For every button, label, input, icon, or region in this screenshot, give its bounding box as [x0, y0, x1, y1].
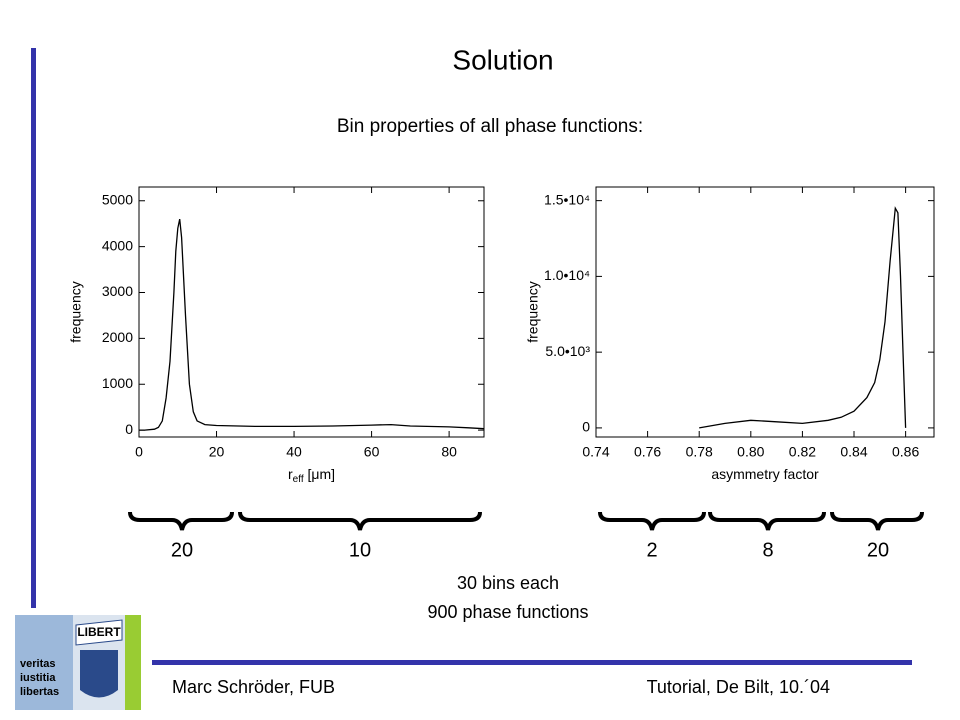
note: 30 bins each — [457, 573, 559, 593]
slide-subtitle: Bin properties of all phase functions: — [337, 116, 643, 137]
y-tick-label: 0 — [582, 419, 590, 435]
y-tick-label: 3000 — [102, 283, 133, 299]
note: 900 phase functions — [427, 602, 588, 622]
brace — [598, 511, 706, 531]
y-tick-label: 5.0•10³ — [545, 343, 590, 359]
brace — [830, 511, 924, 531]
logo-banner-text: LIBERT — [77, 625, 121, 639]
y-tick-label: 5000 — [102, 191, 133, 207]
x-axis-label: reff [μm] — [288, 466, 335, 485]
data-line — [139, 218, 485, 431]
logo: LIBERT veritas iustitia libertas — [15, 615, 141, 710]
chart: 0 20 40 60 80 0 1000 2000 3000 4000 5000 frequency r… — [68, 186, 485, 485]
logo-shield — [80, 650, 118, 698]
x-axis-label-part: asymmetry factor — [711, 466, 819, 482]
side-bar — [31, 48, 36, 608]
x-axis-label-part: eff — [293, 474, 304, 485]
y-tick-label: 1000 — [102, 375, 133, 391]
plot-frame — [595, 186, 935, 438]
brace-label: 20 — [171, 539, 193, 561]
brace-label: 10 — [349, 539, 371, 561]
logo-motto: iustitia — [20, 672, 56, 684]
brace-label: 2 — [646, 539, 657, 561]
logo-motto: veritas — [20, 658, 55, 670]
footer-left: Marc Schröder, FUB — [172, 677, 335, 697]
x-tick-label: 0.74 — [582, 444, 609, 460]
brace-label: 8 — [762, 539, 773, 561]
x-tick-label: 0.82 — [789, 444, 816, 460]
y-axis-label: frequency — [525, 281, 541, 342]
chart: 0.74 0.76 0.78 0.80 0.82 0.84 0.86 0 5.0•10³ 1.0•… — [525, 186, 935, 482]
plot-frame — [138, 186, 485, 438]
slide-title: Solution — [452, 44, 553, 75]
logo-motto: libertas — [20, 686, 59, 698]
data-line — [699, 206, 907, 429]
logo-stripe — [125, 615, 141, 710]
y-tick-label: 4000 — [102, 237, 133, 253]
brace — [128, 511, 234, 531]
brace — [238, 511, 482, 531]
logo-panel — [15, 615, 73, 710]
x-axis-label-part: [μm] — [304, 466, 335, 482]
x-axis-label-part: r — [288, 466, 293, 482]
x-tick-label: 0.80 — [737, 444, 764, 460]
x-axis-label: asymmetry factor — [711, 466, 819, 482]
x-tick-label: 0.76 — [634, 444, 661, 460]
x-tick-label: 60 — [364, 444, 380, 460]
x-tick-label: 20 — [209, 444, 225, 460]
x-tick-label: 80 — [441, 444, 457, 460]
x-tick-label: 0.78 — [686, 444, 713, 460]
x-tick-label: 0.86 — [892, 444, 919, 460]
x-tick-label: 0.84 — [840, 444, 867, 460]
y-tick-label: 1.5•10⁴ — [544, 191, 590, 207]
y-tick-label: 0 — [125, 421, 133, 437]
y-tick-label: 1.0•10⁴ — [544, 267, 590, 283]
footer-right: Tutorial, De Bilt, 10.´04 — [647, 677, 830, 697]
braces — [128, 511, 924, 531]
brace-label: 20 — [867, 539, 889, 561]
x-tick-label: 0 — [135, 444, 143, 460]
x-tick-label: 40 — [286, 444, 302, 460]
y-axis-label: frequency — [68, 281, 84, 342]
footer-rule — [152, 660, 912, 665]
logo-banner — [75, 619, 123, 646]
brace — [708, 511, 826, 531]
y-tick-label: 2000 — [102, 329, 133, 345]
